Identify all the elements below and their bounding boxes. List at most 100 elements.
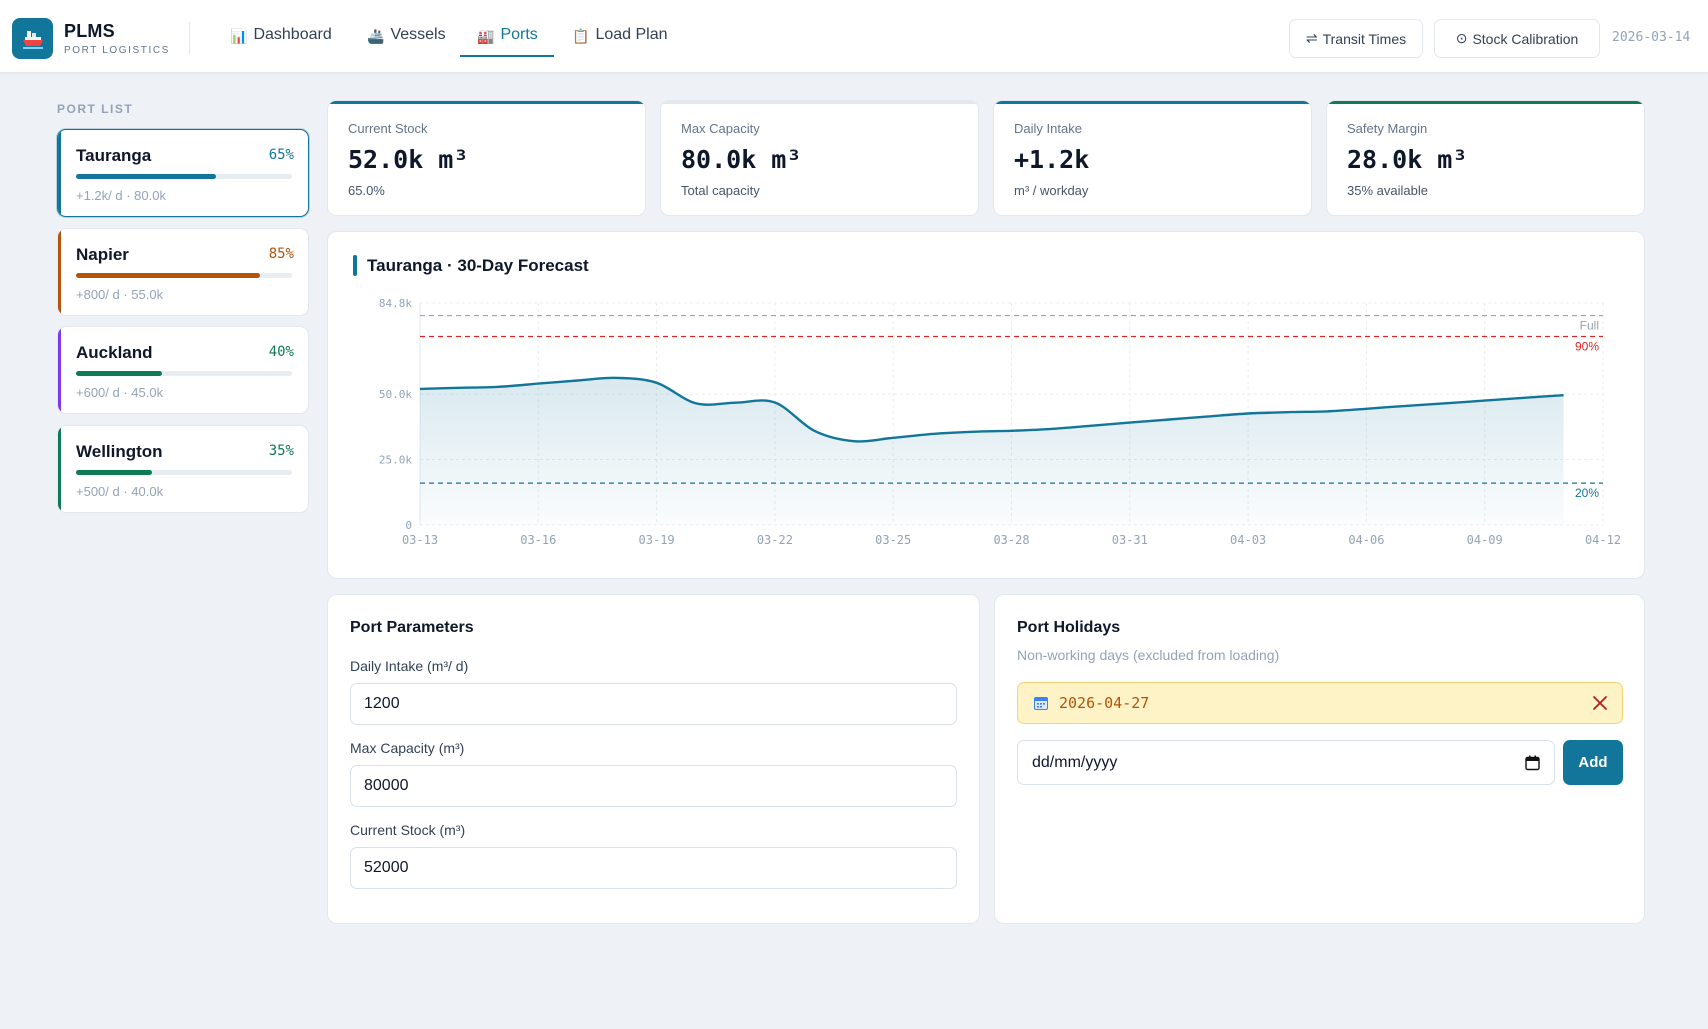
calibration-icon: ⊙ (1455, 30, 1468, 46)
current-date: 2026-03-14 (1612, 30, 1691, 45)
stat-label: Current Stock (348, 121, 428, 136)
max-capacity-label: Max Capacity (m³) (350, 740, 465, 756)
port-card-wellington[interactable]: Wellington 35% +500/ d · 40.0k (57, 425, 309, 513)
stat-daily-intake: Daily Intake +1.2k m³ / workday (993, 100, 1312, 216)
y-tick-label: 0 (405, 519, 412, 532)
ship-logo-icon (22, 30, 43, 49)
port-meta: +600/ d · 45.0k (76, 385, 164, 400)
holidays-subtitle: Non-working days (excluded from loading) (1017, 647, 1280, 663)
forecast-chart: 03-13 03-16 03-19 03-22 03-25 03-28 03-31 04-03… (379, 297, 1621, 547)
current-stock-label: Current Stock (m³) (350, 822, 466, 838)
stat-sub: Total capacity (681, 183, 760, 198)
daily-intake-label: Daily Intake (m³/ d) (350, 658, 469, 674)
date-picker-icon[interactable] (1525, 755, 1540, 771)
port-name: Tauranga (76, 146, 152, 165)
holiday-date-input[interactable]: dd/mm/yyyy (1017, 740, 1555, 785)
x-tick-label: 04-09 (1467, 533, 1503, 547)
y-tick-label: 84.8k (379, 297, 412, 310)
nav-active-indicator (460, 55, 554, 57)
y-tick-label: 25.0k (379, 454, 412, 467)
x-tick-label: 03-25 (875, 533, 911, 547)
nav-load-plan-label: Load Plan (595, 26, 668, 43)
nav-ports-label: Ports (500, 26, 538, 43)
nav-load-plan[interactable]: 📋 Load Plan (572, 26, 668, 58)
stat-accent-bar (1327, 101, 1644, 104)
stat-value: 80.0k m³ (681, 145, 802, 174)
nav-vessels[interactable]: 🚢 Vessels (367, 26, 446, 58)
nav-dashboard-label: Dashboard (253, 26, 332, 43)
port-accent (58, 130, 61, 216)
reference-line-label: Full (1580, 319, 1599, 333)
app-logo[interactable] (12, 18, 53, 59)
transit-times-button[interactable]: ⇌ Transit Times (1289, 19, 1423, 58)
stat-safety-margin: Safety Margin 28.0k m³ 35% available (1326, 100, 1645, 216)
port-name: Wellington (76, 442, 163, 461)
date-placeholder: dd/mm/yyyy (1032, 754, 1118, 771)
x-tick-label: 03-31 (1112, 533, 1148, 547)
stat-accent-bar (661, 101, 978, 104)
port-meta: +1.2k/ d · 80.0k (76, 188, 166, 203)
x-tick-label: 04-03 (1230, 533, 1266, 547)
port-name: Napier (76, 245, 129, 264)
max-capacity-input[interactable] (350, 765, 957, 807)
port-card-tauranga[interactable]: Tauranga 65% +1.2k/ d · 80.0k (57, 129, 309, 217)
port-name: Auckland (76, 343, 153, 362)
port-accent (58, 229, 61, 315)
port-fill-bar (76, 273, 260, 278)
brand-divider (189, 22, 190, 54)
clipboard-icon: 📋 (572, 28, 590, 44)
daily-intake-input[interactable] (350, 683, 957, 725)
port-parameters-panel: Port Parameters Daily Intake (m³/ d) Max… (327, 594, 980, 924)
stat-sub: 65.0% (348, 183, 385, 198)
port-fill-percent: 65% (268, 147, 294, 163)
nav-ports[interactable]: 🏭 Ports (477, 26, 538, 58)
stat-value: 52.0k m³ (348, 145, 469, 174)
stat-sub: 35% available (1347, 183, 1428, 198)
port-fill-track (76, 174, 292, 179)
chart-title-accent (353, 255, 357, 276)
y-tick-label: 50.0k (379, 388, 412, 401)
x-tick-label: 04-12 (1585, 533, 1621, 547)
stat-label: Max Capacity (681, 121, 760, 136)
holiday-date: 2026-04-27 (1059, 694, 1150, 712)
x-tick-label: 03-19 (639, 533, 675, 547)
port-fill-track (76, 470, 292, 475)
port-meta: +800/ d · 55.0k (76, 287, 164, 302)
current-stock-input[interactable] (350, 847, 957, 889)
x-tick-label: 03-22 (757, 533, 793, 547)
app-subtitle: PORT LOGISTICS (64, 45, 170, 56)
x-tick-label: 03-13 (402, 533, 438, 547)
port-accent (58, 327, 61, 413)
port-fill-percent: 85% (268, 246, 294, 262)
port-fill-track (76, 273, 292, 278)
port-fill-bar (76, 470, 152, 475)
holiday-item: 2026-04-27 (1017, 682, 1623, 724)
port-fill-percent: 40% (268, 344, 294, 360)
port-meta: +500/ d · 40.0k (76, 484, 164, 499)
port-fill-track (76, 371, 292, 376)
stock-calibration-button[interactable]: ⊙ Stock Calibration (1434, 19, 1600, 58)
add-holiday-button[interactable]: Add (1563, 740, 1623, 785)
stat-accent-bar (994, 101, 1311, 104)
reference-line-label: 20% (1575, 486, 1599, 500)
port-card-auckland[interactable]: Auckland 40% +600/ d · 45.0k (57, 326, 309, 414)
transit-times-label: Transit Times (1322, 30, 1407, 47)
stat-label: Safety Margin (1347, 121, 1428, 136)
forecast-chart-panel: Tauranga · 30-Day Forecast 03-13 03-16 03-… (327, 231, 1645, 579)
calendar-icon (1034, 697, 1048, 710)
stat-current-stock: Current Stock 52.0k m³ 65.0% (327, 100, 646, 216)
remove-holiday-icon[interactable] (1590, 693, 1610, 713)
stock-calibration-label: Stock Calibration (1472, 30, 1579, 47)
ship-icon: 🚢 (367, 28, 385, 44)
port-holidays-panel: Port Holidays Non-working days (excluded… (994, 594, 1645, 924)
stat-sub: m³ / workday (1014, 183, 1089, 198)
stat-accent-bar (328, 101, 645, 104)
forecast-area (420, 377, 1564, 525)
panel-title: Port Parameters (350, 619, 474, 636)
stat-value: 28.0k m³ (1347, 145, 1468, 174)
nav-dashboard[interactable]: 📊 Dashboard (230, 26, 332, 58)
stat-label: Daily Intake (1014, 121, 1082, 136)
app-name: PLMS (64, 21, 115, 41)
port-card-napier[interactable]: Napier 85% +800/ d · 55.0k (57, 228, 309, 316)
reference-line-label: 90% (1575, 340, 1599, 354)
